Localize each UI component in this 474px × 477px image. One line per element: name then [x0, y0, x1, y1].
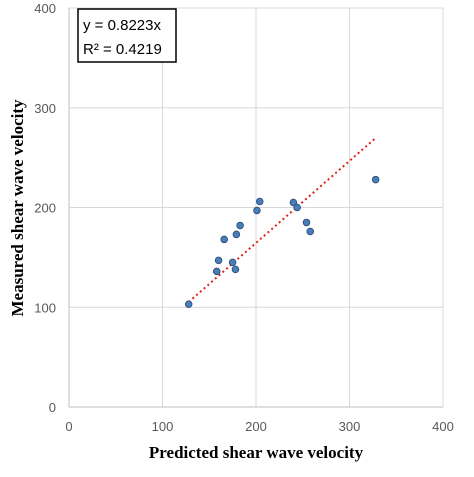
- data-point-8: [236, 221, 244, 230]
- y-tick-label-400: 400: [34, 1, 56, 16]
- data-point-3: [214, 256, 223, 265]
- y-tick-label-0: 0: [49, 400, 56, 415]
- equation-box-border: [77, 8, 177, 63]
- equation-box: y = 0.8223x R² = 0.4219: [77, 8, 177, 63]
- data-point-10: [255, 197, 264, 206]
- data-point-6: [231, 265, 240, 274]
- y-tick-label-200: 200: [34, 201, 56, 216]
- y-tick-label-100: 100: [34, 300, 56, 315]
- trendline: [188, 137, 377, 303]
- x-tick-label-200: 200: [245, 419, 267, 434]
- data-point-14: [306, 227, 314, 236]
- data-point-15: [371, 175, 380, 184]
- data-point-12: [293, 203, 301, 212]
- y-axis-title: Measured shear wave velocity: [8, 99, 27, 317]
- y-tick-labels: 0 100 200 300 400: [34, 1, 56, 415]
- y-tick-label-300: 300: [34, 101, 56, 116]
- data-point-11: [289, 198, 298, 207]
- r-squared-text: R² = 0.4219: [83, 41, 162, 58]
- data-points: [184, 175, 380, 309]
- x-tick-label-100: 100: [152, 419, 174, 434]
- x-tick-label-0: 0: [65, 419, 72, 434]
- data-point-4: [220, 235, 228, 244]
- equation-text: y = 0.8223x: [83, 17, 161, 34]
- data-point-7: [232, 230, 241, 239]
- x-tick-label-400: 400: [432, 419, 454, 434]
- data-point-5: [228, 258, 237, 267]
- data-point-13: [302, 218, 311, 227]
- data-point-1: [184, 300, 193, 309]
- x-tick-labels: 0 100 200 300 400: [65, 419, 453, 434]
- data-point-2: [212, 267, 221, 276]
- x-axis-title: Predicted shear wave velocity: [149, 443, 364, 462]
- trendline-group: [188, 137, 377, 303]
- x-tick-label-300: 300: [339, 419, 361, 434]
- axes: [68, 8, 443, 408]
- data-point-9: [253, 206, 261, 215]
